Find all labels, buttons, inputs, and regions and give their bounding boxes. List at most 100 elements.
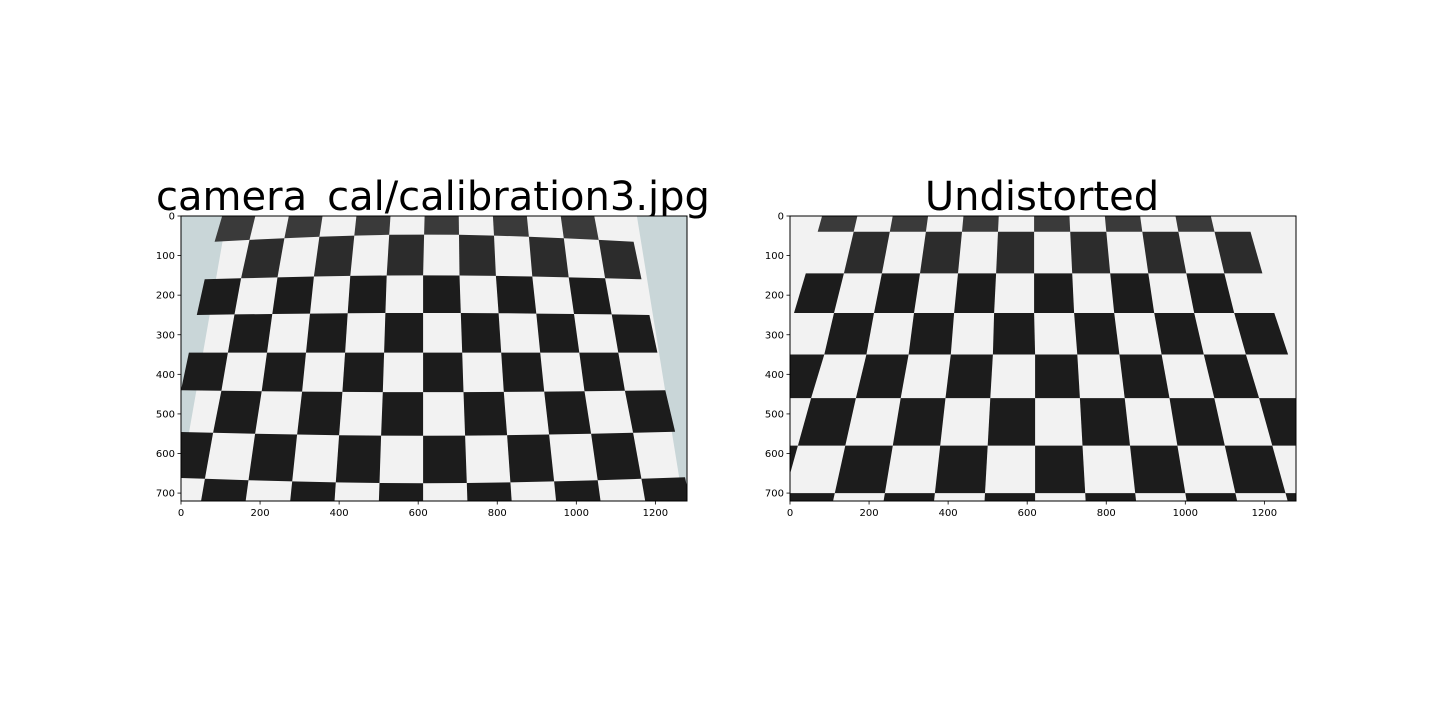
dark-square [181,431,214,479]
dark-square [1285,493,1296,501]
dark-square [790,354,825,399]
y-tick-label: 100 [156,251,175,262]
dark-square [611,314,658,353]
dark-square [1085,493,1137,501]
dark-square [874,273,920,313]
dark-square [1035,445,1086,494]
y-tick-label: 0 [169,212,175,223]
dark-square [384,313,424,353]
chessboard-image-undistorted [790,216,1296,501]
y-tick-label: 300 [765,330,784,341]
panel-title-undistorted: Undistorted [925,174,1159,220]
dark-square [554,480,601,501]
dark-square [934,445,988,494]
dark-square [834,445,893,494]
dark-square [424,216,459,235]
dark-square [560,216,599,240]
dark-square [1175,216,1215,232]
y-tick-label: 700 [765,489,784,500]
dark-square [1185,493,1238,501]
dark-square [284,216,323,239]
dark-square [984,493,1036,501]
dark-square [1034,273,1075,313]
dark-square [598,239,642,280]
y-tick-label: 400 [765,370,784,381]
x-axis-undistorted: 0 200 400 600 800 1000 1200 [787,501,1277,519]
dark-square [1259,398,1296,446]
dark-square [1034,216,1071,232]
y-tick-label: 300 [156,330,175,341]
dark-square [920,231,962,274]
dark-square [272,276,314,314]
dark-square [342,352,385,393]
dark-square [492,216,529,237]
y-tick-label: 500 [156,409,175,420]
y-axis-undistorted: 0 100 200 300 400 500 600 700 [765,212,790,500]
dark-square [641,477,687,501]
x-tick-label: 400 [330,508,349,519]
dark-square [1169,398,1225,446]
y-axis-original: 0 100 200 300 400 500 600 700 [156,212,181,500]
dark-square [1224,445,1286,494]
dark-square [987,398,1036,446]
dark-square [1154,313,1204,355]
dark-square [591,432,642,481]
y-tick-label: 200 [765,291,784,302]
x-tick-label: 200 [860,508,879,519]
dark-square [1203,354,1260,399]
y-tick-label: 500 [765,409,784,420]
dark-square [381,392,424,436]
dark-square [1234,313,1289,355]
x-tick-label: 600 [1018,508,1037,519]
dark-square [1186,273,1235,313]
dark-square [460,313,502,353]
panel-original: camera_cal/calibration3.jpg 0 200 400 600 80… [156,174,710,519]
dark-square [1074,313,1120,355]
dark-square [354,216,391,236]
dark-square [347,275,387,314]
dark-square [1070,231,1111,274]
x-axis-original: 0 200 400 600 800 1000 1200 [178,501,668,519]
dark-square [241,238,285,279]
x-tick-label: 600 [409,508,428,519]
dark-square [306,313,348,353]
y-tick-label: 0 [778,212,784,223]
dark-square [423,275,461,313]
dark-square [201,478,249,501]
dark-square [495,275,537,314]
x-tick-label: 0 [787,508,793,519]
axes-frame-original [180,215,688,502]
y-tick-label: 600 [765,449,784,460]
dark-square [466,482,512,501]
dark-square [579,352,625,392]
dark-square [1110,273,1155,313]
dark-square [790,445,798,475]
dark-square [817,216,858,232]
dark-square [423,352,464,393]
dark-square [423,435,467,484]
dark-square [313,235,355,277]
dark-square [1142,231,1187,274]
dark-square [248,433,298,482]
x-tick-label: 1000 [564,508,589,519]
x-tick-label: 1200 [1252,508,1277,519]
dark-square [1079,398,1130,446]
dark-square [335,435,382,483]
dark-square [889,216,929,232]
dark-square [544,391,592,435]
dark-square [883,493,935,501]
y-tick-label: 200 [156,291,175,302]
dark-square [954,273,997,313]
dark-square [892,398,946,446]
dark-square [507,434,555,483]
x-tick-label: 800 [488,508,507,519]
dark-square [962,216,999,232]
dark-square [214,216,256,242]
dark-square [794,273,844,313]
dark-square [463,391,508,436]
x-tick-label: 0 [178,508,184,519]
dark-square [624,390,676,433]
y-tick-label: 400 [156,370,175,381]
axes-frame-undistorted [789,215,1297,502]
